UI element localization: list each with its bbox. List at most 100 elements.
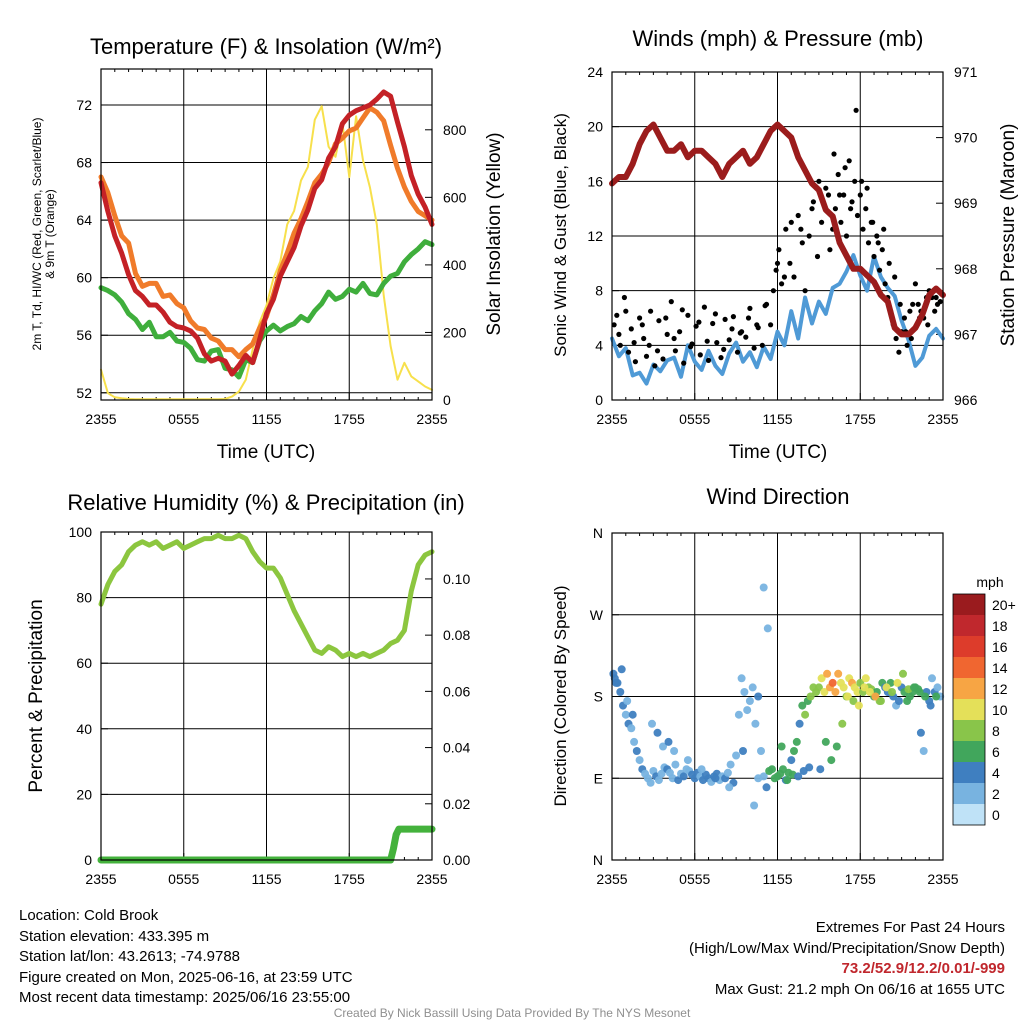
gust-point bbox=[705, 357, 712, 363]
gust-point bbox=[631, 340, 637, 346]
y2-tick-label: 0 bbox=[443, 392, 451, 408]
gust-point bbox=[933, 294, 939, 301]
gust-point bbox=[639, 322, 645, 328]
gust-point bbox=[810, 199, 817, 205]
gust-point bbox=[679, 307, 685, 313]
y-tick-label: N bbox=[593, 852, 603, 868]
speed-legend-swatch bbox=[953, 762, 985, 783]
gust-point bbox=[819, 219, 825, 225]
wind-direction-point bbox=[787, 756, 796, 765]
wind-direction-point bbox=[726, 760, 735, 769]
y2-tick-label: 200 bbox=[443, 324, 467, 340]
speed-legend-label: 20+ bbox=[992, 597, 1016, 613]
y2-tick-label: 800 bbox=[443, 122, 467, 138]
gust-point bbox=[617, 342, 623, 348]
insolation-line bbox=[100, 105, 433, 401]
gust-point bbox=[710, 320, 716, 327]
speed-legend-label: 2 bbox=[992, 786, 1000, 802]
wind-direction-point bbox=[843, 692, 852, 701]
wind-direction-point bbox=[732, 751, 741, 760]
y2-tick-label: 0.02 bbox=[443, 796, 470, 812]
x-tick-label: 2355 bbox=[85, 871, 116, 887]
sonic-wind-line bbox=[610, 253, 945, 386]
gust-point bbox=[937, 299, 943, 305]
wind-direction-point bbox=[653, 728, 662, 737]
wind-direction-point bbox=[832, 742, 841, 751]
y2-tick-label: 969 bbox=[954, 195, 978, 211]
wind-direction-point bbox=[805, 763, 814, 772]
wind-direction-panel: Wind Direction Direction (Colored By Spe… bbox=[551, 484, 1016, 887]
wind-direction-point bbox=[853, 688, 862, 696]
speed-legend-swatch bbox=[953, 720, 985, 741]
y-tick-label: N bbox=[593, 525, 603, 541]
temperature-y-axis-label: 2m T, Td, HI/WC (Red, Green, Scarlet/Blu… bbox=[30, 118, 57, 351]
gust-point bbox=[685, 312, 691, 318]
pressure-y-axis-label: Station Pressure (Maroon) bbox=[998, 124, 1019, 347]
extremes-values: 73.2/52.9/12.2/0.01/-999 bbox=[841, 960, 1005, 977]
gust-point bbox=[791, 274, 797, 280]
gust-point bbox=[614, 312, 620, 318]
gust-point bbox=[843, 233, 850, 239]
gust-point bbox=[915, 301, 921, 307]
wind-direction-point bbox=[827, 756, 836, 765]
wind-direction-point bbox=[860, 683, 869, 692]
gust-point bbox=[722, 316, 728, 322]
y-tick-label: 12 bbox=[587, 228, 603, 244]
humidity-panel: Relative Humidity (%) & Precipitation (i… bbox=[26, 490, 470, 887]
gust-point bbox=[864, 185, 870, 191]
gust-point bbox=[798, 226, 804, 232]
gust-point bbox=[730, 314, 737, 320]
wind-direction-point bbox=[754, 774, 763, 783]
wind-direction-point bbox=[737, 674, 746, 683]
speed-legend-title: mph bbox=[976, 574, 1003, 590]
y-tick-label: 60 bbox=[76, 270, 92, 286]
wind-direction-point bbox=[697, 765, 706, 774]
temperature-x-axis-label: Time (UTC) bbox=[217, 442, 316, 463]
wind-direction-point bbox=[849, 697, 858, 705]
y-tick-label: 64 bbox=[76, 212, 92, 228]
x-tick-label: 1155 bbox=[251, 871, 281, 887]
wind-direction-point bbox=[865, 688, 874, 696]
wind-direction-point bbox=[783, 776, 792, 785]
speed-legend-border bbox=[952, 593, 986, 826]
wind-direction-point bbox=[670, 747, 679, 755]
wind-direction-point bbox=[664, 737, 673, 746]
gust-point bbox=[660, 356, 666, 362]
gust-point bbox=[838, 219, 844, 225]
y-tick-label: 72 bbox=[76, 97, 92, 113]
gust-point bbox=[848, 206, 854, 212]
wind-direction-point bbox=[854, 701, 863, 710]
x-tick-label: 1755 bbox=[845, 871, 876, 887]
y-tick-label: 0 bbox=[595, 392, 603, 408]
wind-direction-point bbox=[723, 768, 732, 777]
wind-direction-point bbox=[621, 710, 630, 719]
gust-point bbox=[779, 281, 785, 287]
y-tick-label: 20 bbox=[76, 786, 92, 802]
wind-panel: Winds (mph) & Pressure (mb) Sonic Wind &… bbox=[551, 26, 1019, 463]
wind-direction-point bbox=[777, 742, 786, 751]
y2-tick-label: 0.10 bbox=[443, 571, 470, 587]
x-tick-label: 0555 bbox=[168, 411, 199, 427]
y-tick-label: 80 bbox=[76, 590, 92, 606]
wind-x-axis-label: Time (UTC) bbox=[729, 442, 828, 463]
gust-point bbox=[799, 240, 805, 246]
speed-legend-swatch bbox=[953, 615, 985, 636]
speed-legend-label: 14 bbox=[992, 660, 1008, 676]
recent-data-text: Most recent data timestamp: 2025/06/16 2… bbox=[19, 989, 351, 1006]
x-tick-label: 0555 bbox=[679, 411, 710, 427]
speed-legend-swatch bbox=[953, 657, 985, 678]
gust-point bbox=[729, 326, 735, 332]
gust-point bbox=[932, 308, 938, 314]
wind-direction-point bbox=[739, 747, 747, 755]
credit-text: Created By Nick Bassill Using Data Provi… bbox=[333, 1006, 691, 1020]
gust-point bbox=[668, 299, 674, 305]
gust-point bbox=[806, 233, 812, 239]
gust-point bbox=[787, 260, 793, 266]
wind-direction-point bbox=[823, 669, 832, 678]
gust-point bbox=[849, 199, 855, 205]
wind-direction-point bbox=[623, 697, 632, 705]
x-tick-label: 1155 bbox=[762, 871, 792, 887]
gust-point bbox=[656, 318, 662, 324]
gust-point bbox=[611, 322, 617, 328]
gust-point bbox=[632, 359, 639, 365]
